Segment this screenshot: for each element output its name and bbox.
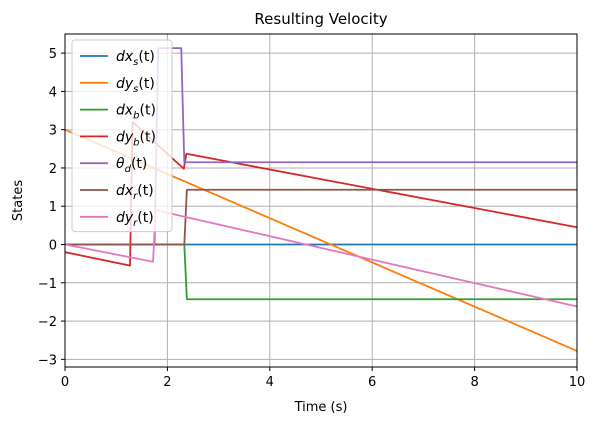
plot-frame [64,33,578,368]
x-tick-label: 6 [368,375,376,390]
legend-entry: dyr(t) [116,210,154,229]
series-line-dx-b [65,243,577,301]
x-tick-label: 2 [163,375,171,390]
y-tick-label: 5 [49,47,57,62]
legend-entry: dys(t) [116,76,155,95]
legend-entry: θd(t) [116,156,147,175]
y-tick-label: 2 [49,162,57,177]
legend: dxs(t) dys(t) dxb(t) dyb(t) θd(t) dxr(t) dyr(t… [71,39,173,233]
x-axis-label: Time (s) [294,400,348,415]
y-tick-label: 3 [49,124,57,139]
x-tick-label: 4 [266,375,274,390]
y-tick-label: 0 [49,239,57,254]
legend-entry: dxs(t) [116,49,155,68]
axis-ticks: 0 2 4 6 8 10 −3 −2 −1 0 1 2 3 4 5 [38,47,585,390]
x-tick-label: 10 [569,375,586,390]
x-tick-label: 8 [470,375,478,390]
legend-box [71,39,173,233]
chart-title: Resulting Velocity [254,10,387,28]
legend-entry: dxb(t) [116,103,156,122]
y-tick-label: 4 [49,85,57,100]
legend-entry: dxr(t) [116,183,154,202]
legend-entry: dyb(t) [116,129,156,148]
x-tick-label: 0 [61,375,69,390]
y-tick-label: 1 [49,200,57,215]
y-tick-label: −3 [38,353,57,368]
y-tick-label: −2 [38,315,57,330]
y-tick-label: −1 [38,277,57,292]
y-axis-label: States [11,180,26,221]
series-line-dy-r [65,209,577,308]
